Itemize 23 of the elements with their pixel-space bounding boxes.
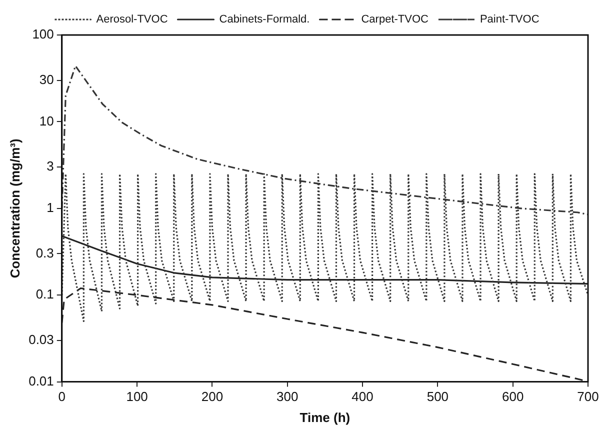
x-tick-label: 0 [58, 389, 66, 404]
x-tick-label: 100 [126, 389, 148, 404]
legend-label: Cabinets-Formald. [219, 14, 310, 26]
x-tick-label: 200 [201, 389, 224, 404]
x-tick-label: 400 [352, 389, 374, 404]
y-tick-label: 100 [32, 26, 54, 42]
x-tick-label: 600 [502, 389, 524, 404]
legend-label: Paint-TVOC [480, 14, 540, 26]
y-tick-label: 3 [46, 158, 54, 174]
y-tick-label: 1 [46, 200, 54, 215]
y-tick-label: 10 [39, 113, 54, 128]
legend-label: Aerosol-TVOC [96, 14, 168, 26]
x-axis-title: Time (h) [300, 410, 350, 425]
y-axis-title: Concentration (mg/m³) [7, 138, 22, 278]
y-tick-label: 0.3 [36, 245, 54, 260]
y-tick-label: 0.1 [36, 286, 54, 302]
legend-label: Carpet-TVOC [361, 14, 429, 26]
x-tick-label: 300 [276, 389, 298, 404]
y-tick-label: 0.01 [28, 373, 54, 388]
y-tick-label: 30 [39, 72, 54, 87]
y-tick-label: 0.03 [28, 332, 54, 348]
x-tick-label: 500 [426, 389, 449, 404]
x-tick-label: 700 [577, 389, 599, 404]
